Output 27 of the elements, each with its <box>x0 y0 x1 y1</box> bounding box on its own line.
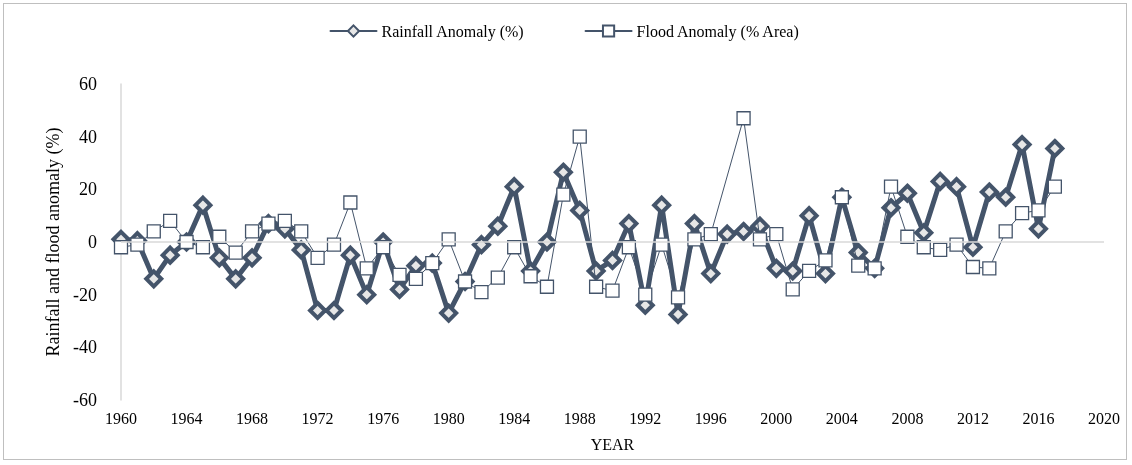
x-tick-label: 1972 <box>301 409 334 427</box>
y-tick-label: -40 <box>73 337 97 358</box>
x-tick-label: 1968 <box>236 409 269 427</box>
x-tick-label: 1976 <box>367 409 400 427</box>
x-tick-label: 2000 <box>760 409 793 427</box>
y-tick-label: -60 <box>73 390 97 410</box>
y-tick-label: 40 <box>79 126 97 147</box>
legend-label: Flood Anomaly (% Area) <box>636 22 799 41</box>
x-axis-title: YEAR <box>590 435 635 453</box>
y-tick-label: 60 <box>79 74 97 94</box>
x-tick-label: 2004 <box>825 409 858 427</box>
x-tick-label: 1992 <box>629 409 662 427</box>
x-tick-label: 1964 <box>170 409 203 427</box>
x-tick-label: 1996 <box>694 409 727 427</box>
x-tick-label: 1984 <box>498 409 531 427</box>
y-tick-label: -20 <box>73 284 97 305</box>
x-tick-label: 2020 <box>1088 409 1120 427</box>
x-tick-label: 2016 <box>1022 409 1055 427</box>
x-tick-label: 1988 <box>563 409 596 427</box>
y-tick-label: 20 <box>79 179 97 200</box>
legend-label: Rainfall Anomaly (%) <box>381 22 524 41</box>
x-tick-label: 2012 <box>956 409 989 427</box>
x-tick-label: 1960 <box>105 409 137 427</box>
y-axis-title: Rainfall and flood anomaly (%) <box>43 127 65 357</box>
x-tick-label: 2008 <box>891 409 924 427</box>
x-tick-label: 1980 <box>432 409 465 427</box>
y-tick-label: 0 <box>88 232 97 252</box>
